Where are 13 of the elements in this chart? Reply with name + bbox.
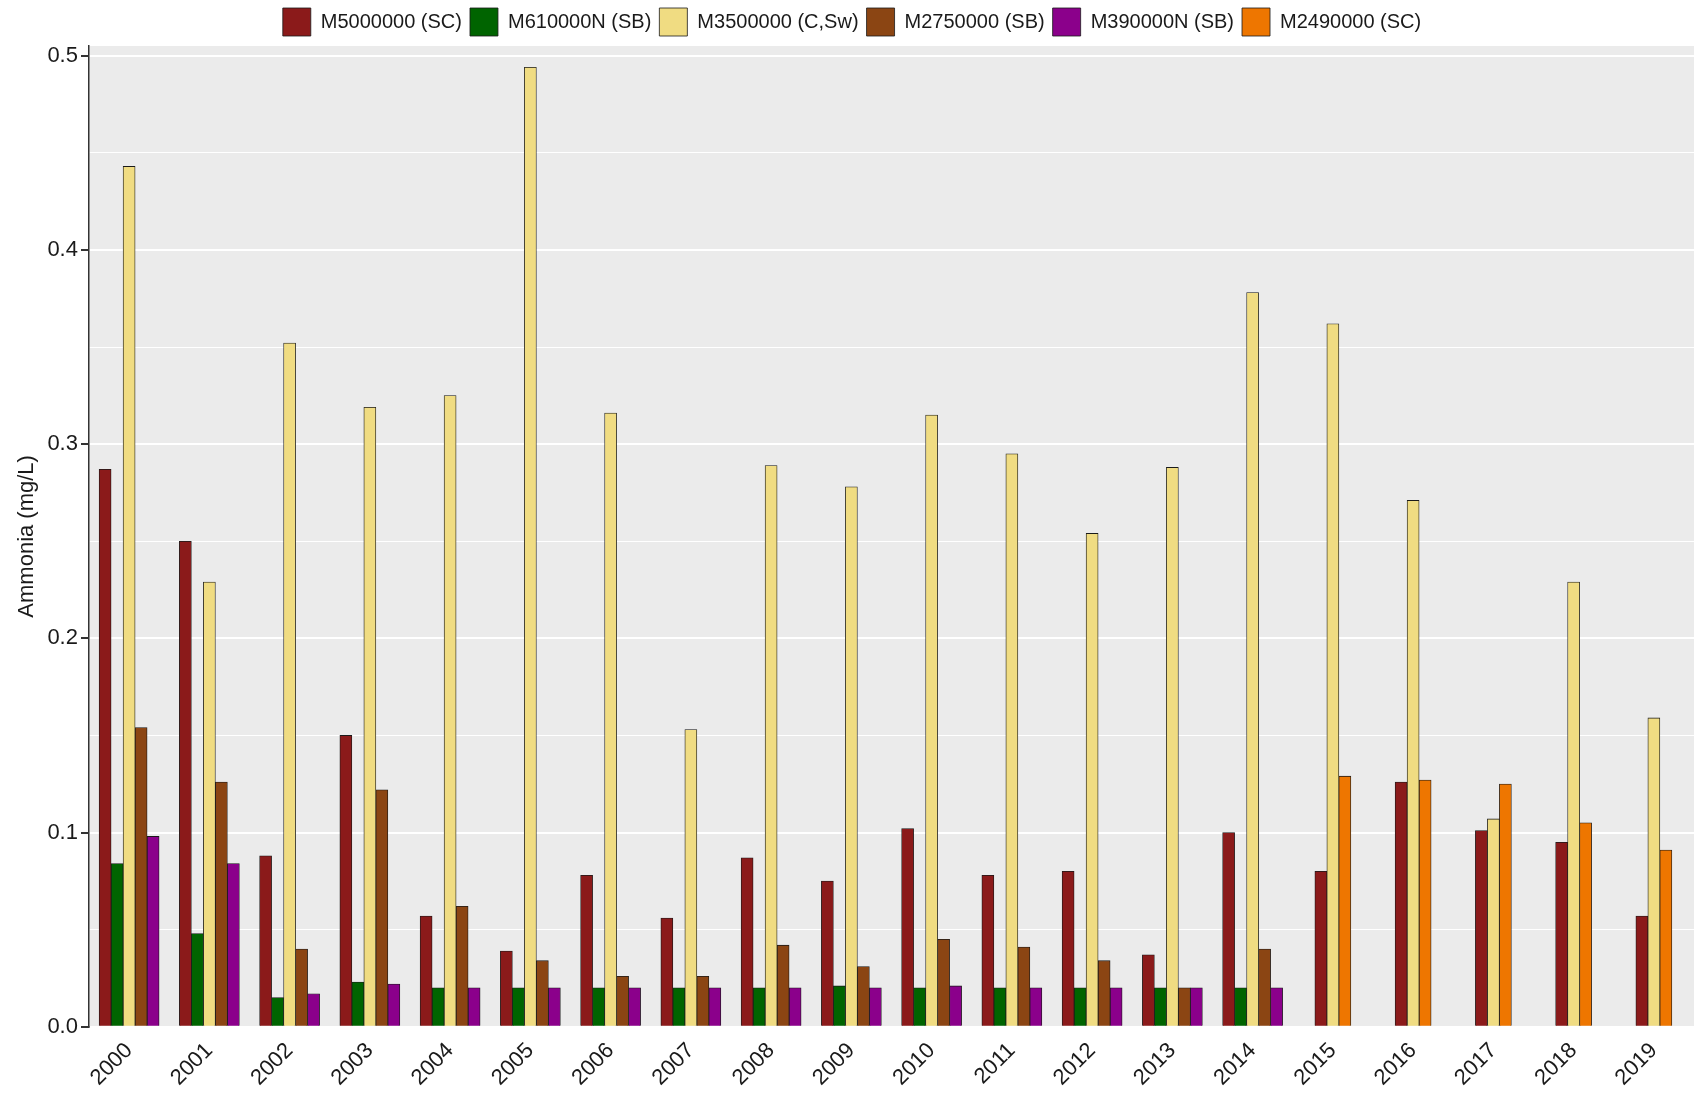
y-tick-label: 0.0 xyxy=(47,1012,78,1038)
legend-label: M5000000 (SC) xyxy=(320,9,462,32)
legend-label: M2490000 (SC) xyxy=(1280,9,1422,32)
y-tick-label: 0.3 xyxy=(47,430,78,456)
legend-label: M2750000 (SB) xyxy=(904,9,1045,32)
legend-label: M390000N (SB) xyxy=(1090,9,1235,32)
legend-label: M3500000 (C,Sw) xyxy=(697,9,859,32)
y-tick-label: 0.1 xyxy=(47,818,78,844)
y-axis-title: Ammonia (mg/L) xyxy=(13,455,39,618)
y-tick-label: 0.4 xyxy=(47,235,78,261)
legend-label: M610000N (SB) xyxy=(507,9,652,32)
y-tick-label: 0.5 xyxy=(47,41,78,67)
y-tick-label: 0.2 xyxy=(47,624,78,650)
